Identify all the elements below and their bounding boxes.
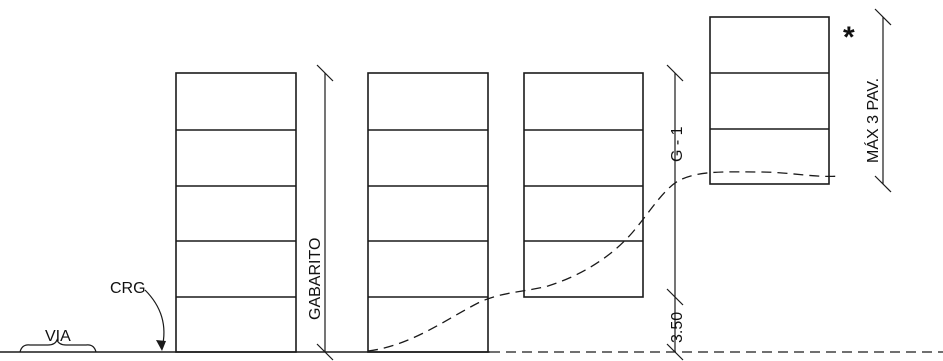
crg-label: CRG <box>110 280 146 297</box>
gabarito-label: GABARITO <box>307 238 324 320</box>
building-4 <box>709 16 830 185</box>
gabarito-dimension <box>316 64 334 361</box>
terrain-profile-line <box>367 171 841 352</box>
building-2 <box>367 72 489 353</box>
via-label: VIA <box>45 328 71 345</box>
height-350-label: 3.50 <box>669 312 686 343</box>
g1-dimension <box>666 64 684 361</box>
via-brace <box>19 338 97 353</box>
crg-leader <box>144 289 165 349</box>
crg-arrowhead <box>156 340 166 351</box>
g1-label: G - 1 <box>669 126 686 162</box>
max-3-pav-label: MÁX 3 PAV. <box>863 78 882 163</box>
building-1 <box>175 72 297 353</box>
building-3 <box>523 72 644 298</box>
max-floors-dimension <box>874 8 892 193</box>
asterisk-mark: * <box>843 21 855 54</box>
